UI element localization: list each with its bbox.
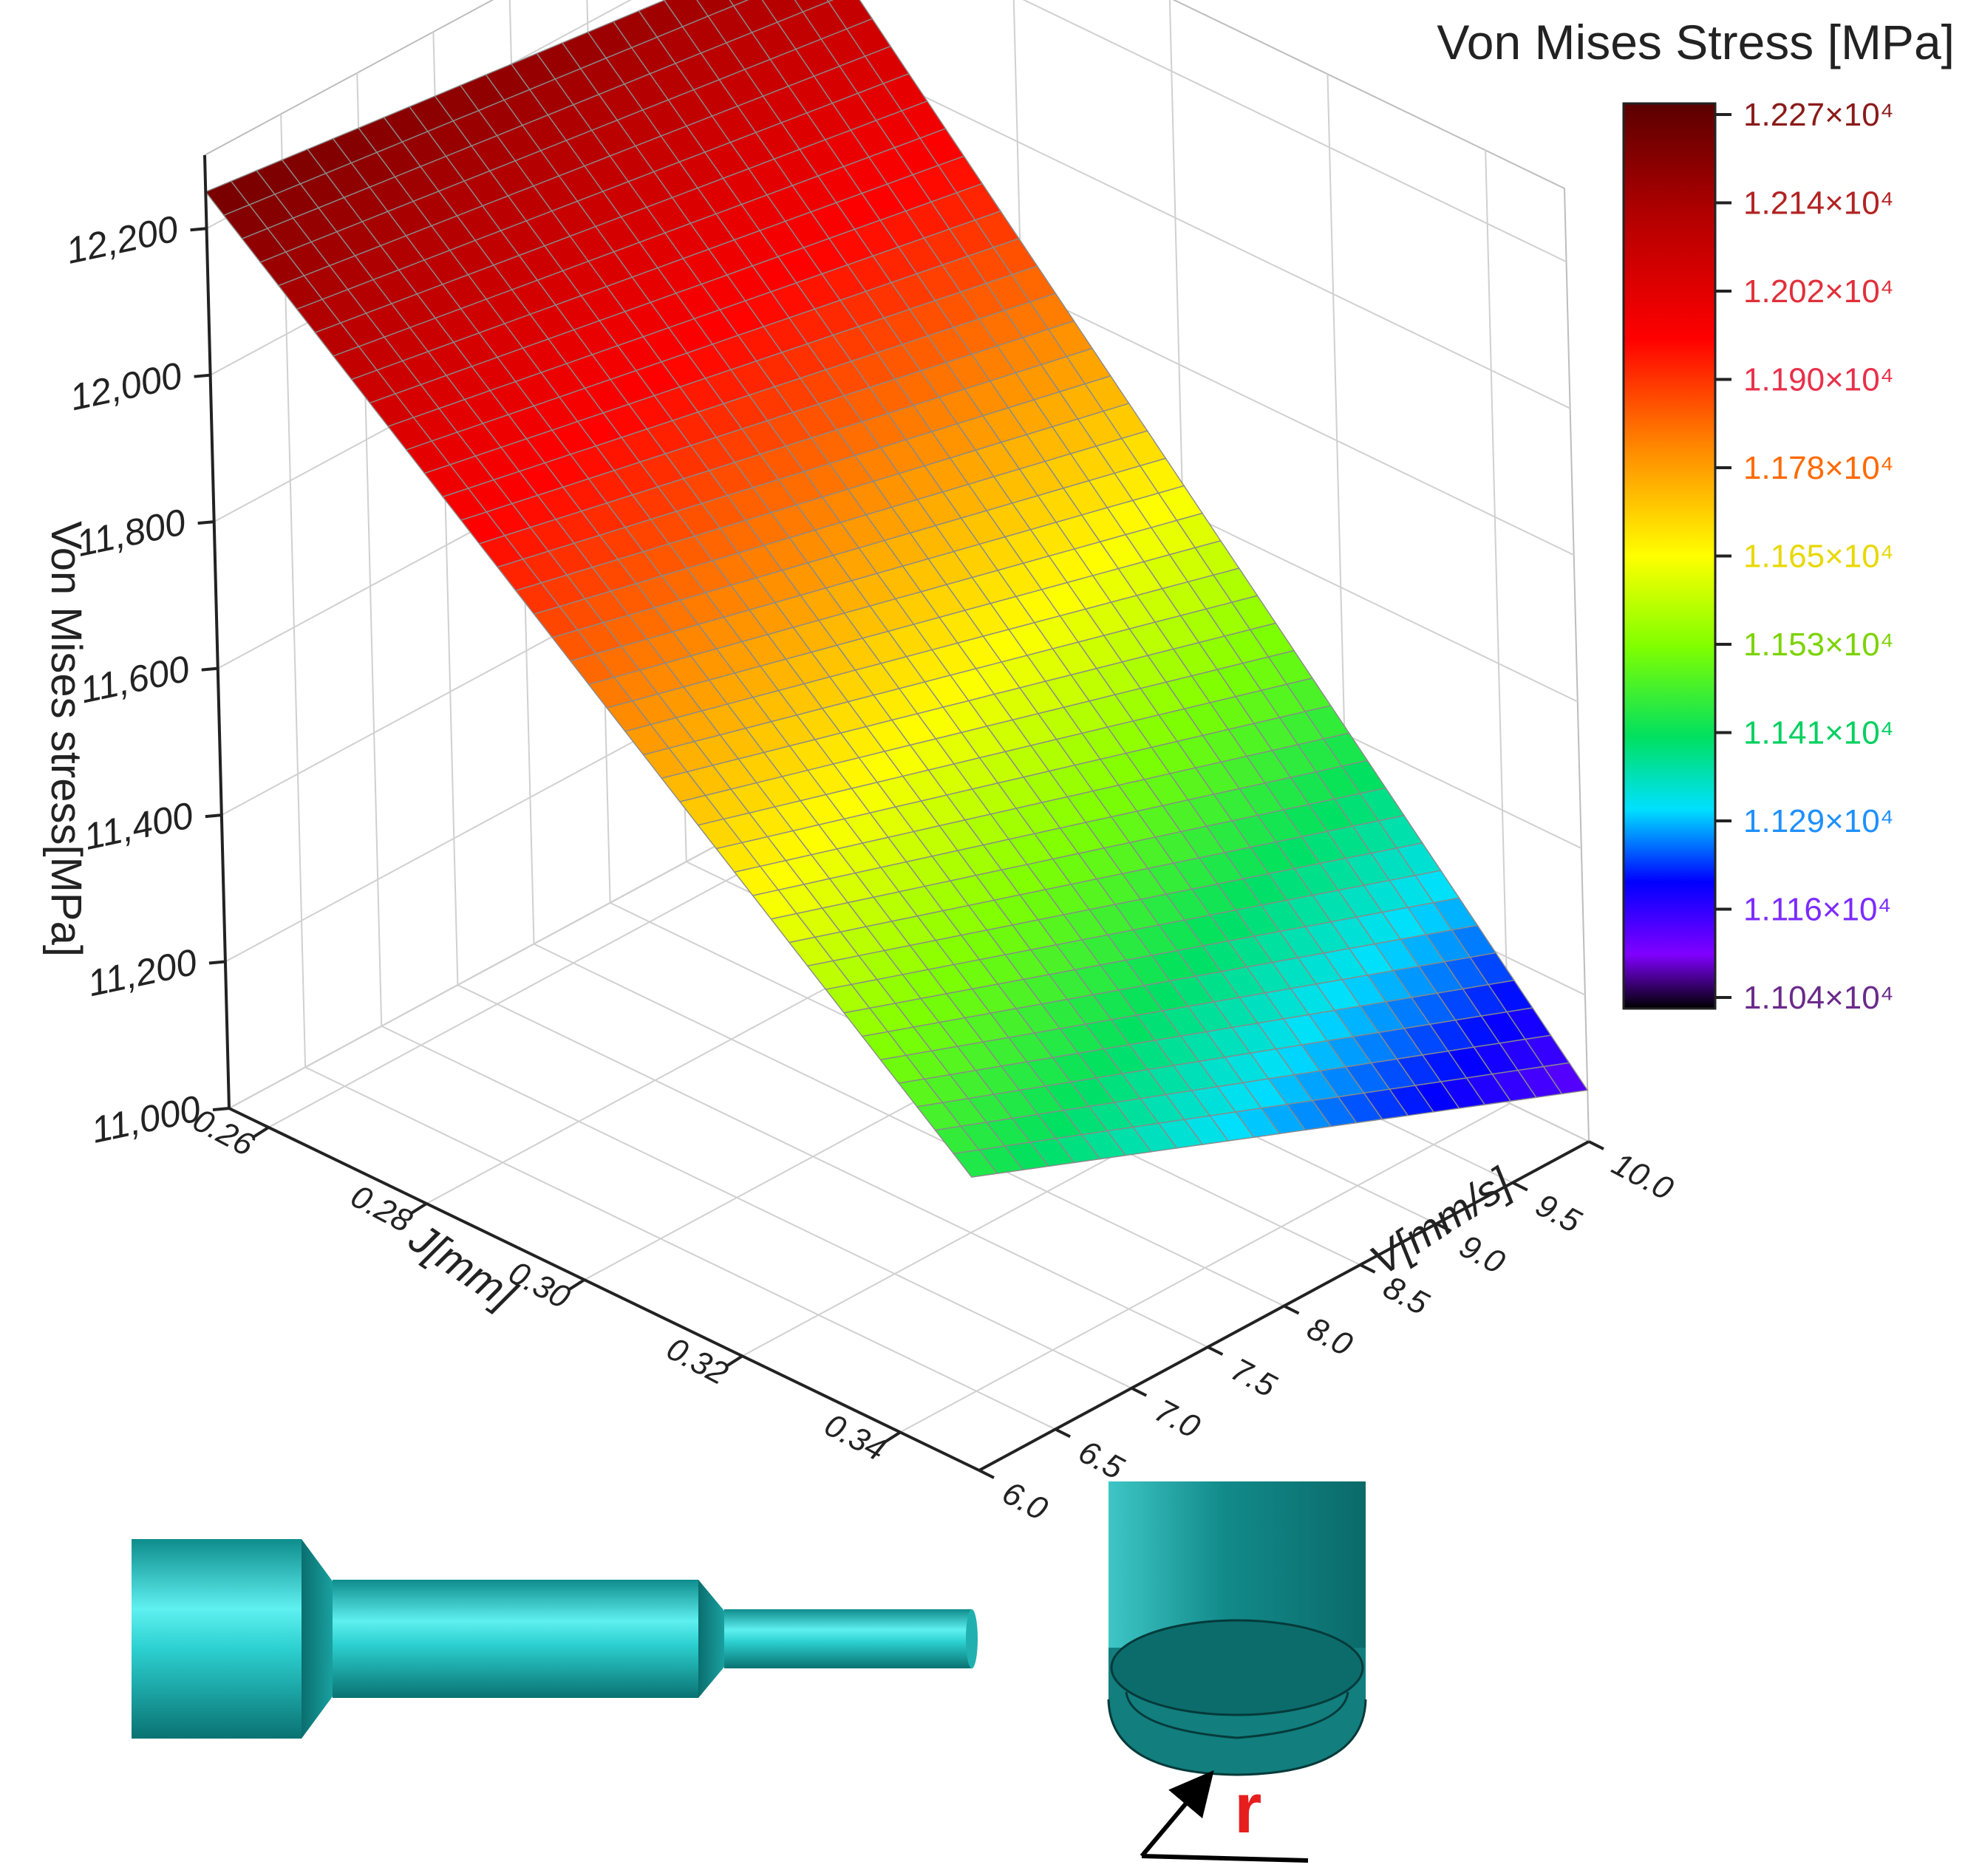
- z-tick-label: 11,400: [81, 794, 197, 858]
- surface-plot: 11,00011,20011,40011,60011,80012,00012,2…: [42, 0, 1679, 1528]
- colorbar-tick-label: 1.202×10⁴: [1743, 273, 1894, 310]
- grid-line: [1022, 0, 1567, 263]
- colorbar-tick-label: 1.104×10⁴: [1743, 980, 1894, 1016]
- y-tick-label: 6.0: [996, 1475, 1053, 1528]
- y-tick-label: 10.0: [1606, 1146, 1679, 1208]
- z-tick-label: 11,000: [88, 1088, 205, 1151]
- y-tick-label: 7.0: [1149, 1392, 1206, 1445]
- x-axis: [228, 1107, 980, 1472]
- z-tick-mark: [197, 520, 214, 525]
- grid-line: [381, 1025, 1132, 1389]
- y-tick-label: 8.0: [1301, 1310, 1358, 1363]
- y-tick-mark: [1207, 1345, 1224, 1356]
- x-tick-mark: [725, 1354, 743, 1368]
- x-tick-mark: [567, 1278, 585, 1292]
- z-tick-mark: [212, 1107, 230, 1111]
- y-tick-mark: [1511, 1181, 1528, 1192]
- z-tick-label: 11,200: [84, 941, 201, 1004]
- y-tick-label: 6.5: [1072, 1433, 1129, 1487]
- colorbar-title: Von Mises Stress [MPa]: [1437, 15, 1955, 69]
- colorbar-tick-label: 1.129×10⁴: [1743, 803, 1894, 839]
- y-tick-mark: [1131, 1386, 1148, 1397]
- colorbar-gradient: [1622, 102, 1717, 1010]
- y-tick-mark: [1055, 1428, 1072, 1439]
- grid-line: [820, 45, 1571, 409]
- x-tick-mark: [251, 1126, 270, 1139]
- colorbar: Von Mises Stress [MPa] 1.227×10⁴ 1.214×10…: [1437, 15, 1955, 1016]
- colorbar-ticks: 1.227×10⁴ 1.214×10⁴ 1.202×10⁴ 1.190×10⁴ 1.17…: [1715, 97, 1894, 1016]
- z-tick-mark: [190, 227, 207, 232]
- colorbar-tick-label: 1.165×10⁴: [1743, 539, 1894, 575]
- z-tick-label: 11,600: [76, 648, 193, 712]
- y-tick-label: 7.5: [1225, 1351, 1282, 1405]
- grid-line: [457, 984, 1208, 1348]
- colorbar-tick-label: 1.214×10⁴: [1743, 185, 1894, 222]
- y-tick-mark: [1283, 1304, 1300, 1315]
- z-axis: [203, 154, 231, 1109]
- colorbar-tick-label: 1.153×10⁴: [1743, 627, 1894, 663]
- y-tick-mark: [978, 1469, 995, 1479]
- y-tick-mark: [1435, 1222, 1452, 1233]
- z-tick-mark: [194, 373, 211, 378]
- grid-line: [304, 1066, 1056, 1430]
- z-tick-label: 12,200: [63, 208, 182, 272]
- x-tick-mark: [409, 1202, 428, 1215]
- surface: [205, 0, 1589, 1178]
- z-tick-mark: [208, 960, 226, 965]
- y-tick-label: 9.5: [1530, 1187, 1587, 1240]
- radius-label: r: [1234, 1769, 1261, 1848]
- colorbar-tick-label: 1.190×10⁴: [1743, 362, 1894, 398]
- z-tick-label: 12,000: [67, 355, 185, 419]
- colorbar-tick-label: 1.178×10⁴: [1743, 450, 1894, 486]
- tool-tip-illustration: r: [1107, 1481, 1367, 1863]
- colorbar-tick-label: 1.227×10⁴: [1743, 97, 1894, 133]
- z-tick-mark: [205, 813, 222, 819]
- stepped-shaft-illustration: [132, 1539, 978, 1739]
- colorbar-tick-label: 1.116×10⁴: [1743, 892, 1891, 928]
- surface-cell: [1542, 1062, 1589, 1095]
- y-tick-mark: [1359, 1263, 1376, 1274]
- axes-layer: [190, 154, 1604, 1479]
- colorbar-tick-label: 1.141×10⁴: [1743, 715, 1894, 751]
- grid-line: [534, 943, 1284, 1307]
- x-tick-mark: [883, 1430, 902, 1444]
- z-tick-mark: [201, 666, 218, 672]
- y-tick-mark: [1588, 1140, 1604, 1150]
- z-axis-label: Von Mises stress[MPa]: [42, 521, 90, 957]
- grid-line: [1485, 150, 1511, 1104]
